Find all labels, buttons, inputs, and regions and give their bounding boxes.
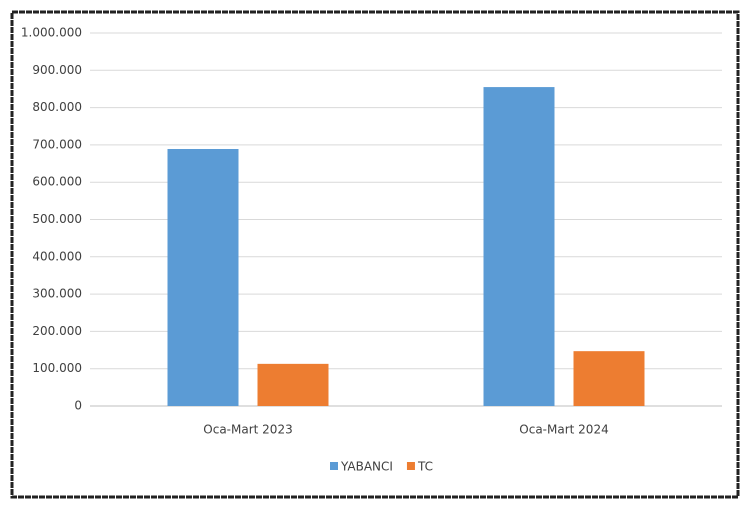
legend-label: TC — [417, 460, 433, 474]
legend-label: YABANCI — [340, 460, 393, 474]
y-tick-label: 500.000 — [32, 212, 82, 226]
y-tick-label: 100.000 — [32, 361, 82, 375]
legend-swatch — [330, 462, 338, 470]
legend-swatch — [406, 462, 415, 470]
bar — [483, 87, 555, 407]
y-tick-label: 900.000 — [32, 63, 82, 77]
y-tick-label: 700.000 — [32, 137, 82, 151]
y-tick-label: 800.000 — [32, 100, 82, 114]
x-tick-label: Oca-Mart 2023 — [203, 423, 292, 437]
bar — [167, 149, 239, 407]
x-tick-label: Oca-Mart 2024 — [519, 423, 608, 437]
bar — [573, 351, 645, 406]
y-tick-label: 0 — [74, 399, 82, 413]
y-tick-label: 600.000 — [32, 175, 82, 189]
chart-frame — [10, 10, 740, 499]
y-tick-label: 400.000 — [32, 249, 82, 263]
bar — [257, 363, 329, 406]
y-tick-label: 200.000 — [32, 324, 82, 338]
y-tick-label: 300.000 — [32, 287, 82, 301]
y-tick-label: 1.000.000 — [21, 26, 82, 40]
